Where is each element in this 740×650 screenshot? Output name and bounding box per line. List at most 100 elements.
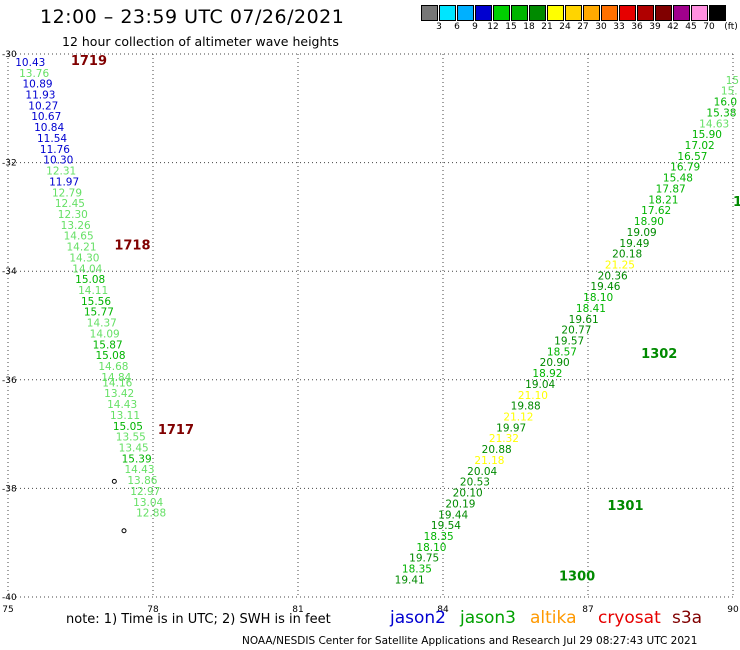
wave-height-value: 19.41 [395, 574, 425, 586]
legend-label: 24 [559, 22, 571, 32]
wave-height-value: 15.90 [692, 129, 722, 141]
footnote: note: 1) Time is in UTC; 2) SWH is in fe… [66, 612, 331, 627]
wave-height-value: 13.76 [19, 68, 49, 80]
wave-height-value: 18.35 [402, 564, 432, 576]
wave-height-value: 17.62 [641, 205, 671, 217]
wave-height-value: 18.41 [576, 303, 606, 315]
y-tick-label: -36 [2, 376, 17, 386]
markers [111, 478, 127, 534]
wave-height-value: 20.10 [453, 488, 483, 500]
color-legend [421, 5, 727, 21]
track-marker [111, 478, 117, 484]
wave-height-value: 12.31 [46, 166, 76, 178]
wave-height-value: 21.32 [489, 433, 519, 445]
wave-height-value: 15.05 [113, 421, 143, 433]
wave-height-value: 12.30 [58, 209, 88, 221]
wave-height-value: 12.88 [136, 508, 166, 520]
satellite-jason3: jason3 [460, 608, 516, 628]
wave-height-value: 16.0 [714, 97, 737, 109]
wave-height-value: 14.11 [78, 285, 108, 297]
wave-height-value: 20.36 [598, 270, 628, 282]
wave-height-value: 13.86 [127, 475, 157, 487]
wave-height-value: 14.09 [90, 328, 120, 340]
legend-swatch [529, 5, 546, 21]
wave-height-value: 14.04 [72, 263, 102, 275]
wave-height-value: 11.76 [40, 144, 70, 156]
legend-swatch [421, 5, 438, 21]
legend-label: (ft) [724, 22, 738, 32]
legend-label: 27 [577, 22, 589, 32]
wave-height-value: 19.54 [431, 520, 461, 532]
legend-swatch [673, 5, 690, 21]
wave-height-value: 14.65 [64, 231, 94, 243]
wave-height-value: 11.97 [49, 176, 79, 188]
wave-height-value: 14.43 [107, 399, 137, 411]
satellite-s3a: s3a [672, 608, 703, 628]
wave-height-value: 17.02 [685, 140, 715, 152]
wave-height-value: 18.57 [547, 346, 577, 358]
track-marker [121, 528, 127, 534]
wave-height-value: 19.49 [619, 238, 649, 250]
x-tick-label: 87 [582, 605, 593, 615]
wave-height-value: 21.10 [518, 390, 548, 402]
x-tick-label: 78 [147, 605, 159, 615]
wave-height-value: 20.04 [467, 466, 497, 478]
legend-label: 70 [703, 22, 715, 32]
legend-label: 3 [436, 22, 442, 32]
map-subtitle: 12 hour collection of altimeter wave hei… [62, 34, 339, 49]
wave-height-value: 20.18 [612, 249, 642, 261]
satellite-altika: altika [530, 608, 577, 628]
wave-height-value: 13.45 [119, 442, 149, 454]
wave-height-value: 15.39 [122, 453, 152, 465]
map-title: 12:00 – 23:59 UTC 07/26/2021 [40, 6, 345, 28]
wave-height-value: 20.90 [540, 357, 570, 369]
wave-height-value: 19.44 [438, 509, 468, 521]
x-tick-label: 81 [292, 605, 303, 615]
wave-height-value: 16.57 [677, 151, 707, 163]
wave-height-value: 21.18 [474, 455, 504, 467]
wave-height-value: 15.48 [663, 173, 693, 185]
satellite-jason2: jason2 [390, 608, 446, 628]
wave-height-value: 20.19 [445, 498, 475, 510]
wave-height-value: 19.57 [554, 336, 584, 348]
legend-swatch [709, 5, 726, 21]
legend-label: 33 [613, 22, 625, 32]
wave-height-value: 15.08 [95, 350, 125, 362]
wave-height-value: 19.46 [590, 281, 620, 293]
legend-swatch [691, 5, 708, 21]
wave-height-value: 14.68 [98, 361, 128, 373]
wave-height-value: 18.90 [634, 216, 664, 228]
wave-height-value: 19.88 [511, 401, 541, 413]
wave-height-value: 15.38 [706, 107, 736, 119]
wave-height-value: 15.77 [84, 307, 114, 319]
legend-label: 21 [541, 22, 553, 32]
wave-height-value: 15 [726, 75, 739, 87]
wave-height-value: 14.30 [69, 252, 99, 264]
wave-height-value: 15.08 [75, 274, 105, 286]
legend-swatch [439, 5, 456, 21]
legend-swatch [655, 5, 672, 21]
wave-height-value: 12.97 [130, 486, 160, 498]
wave-height-value: 10.67 [31, 111, 61, 123]
legend-label: 36 [631, 22, 643, 32]
track-label: 1718 [114, 238, 150, 253]
wave-height-value: 14.43 [124, 464, 154, 476]
x-tick-label: 90 [727, 605, 739, 615]
wave-height-value: 15. [721, 86, 738, 98]
map-grid [7, 53, 734, 598]
wave-height-value: 20.77 [561, 325, 591, 337]
wave-height-value: 14.84 [101, 372, 131, 384]
wave-height-value: 12.45 [55, 198, 85, 210]
wave-height-value: 11.54 [37, 133, 67, 145]
wave-height-value: 18.92 [532, 368, 562, 380]
wave-height-value: 14.16 [102, 377, 132, 389]
wave-height-value: 19.04 [525, 379, 555, 391]
y-tick-label: -38 [2, 484, 17, 494]
legend-swatch [619, 5, 636, 21]
wave-height-points: 10.4313.7610.8911.9310.2710.6710.8411.54… [15, 57, 739, 586]
wave-height-value: 18.10 [416, 542, 446, 554]
wave-height-value: 18.21 [648, 194, 678, 206]
wave-height-value: 10.27 [28, 100, 58, 112]
legend-swatch [493, 5, 510, 21]
